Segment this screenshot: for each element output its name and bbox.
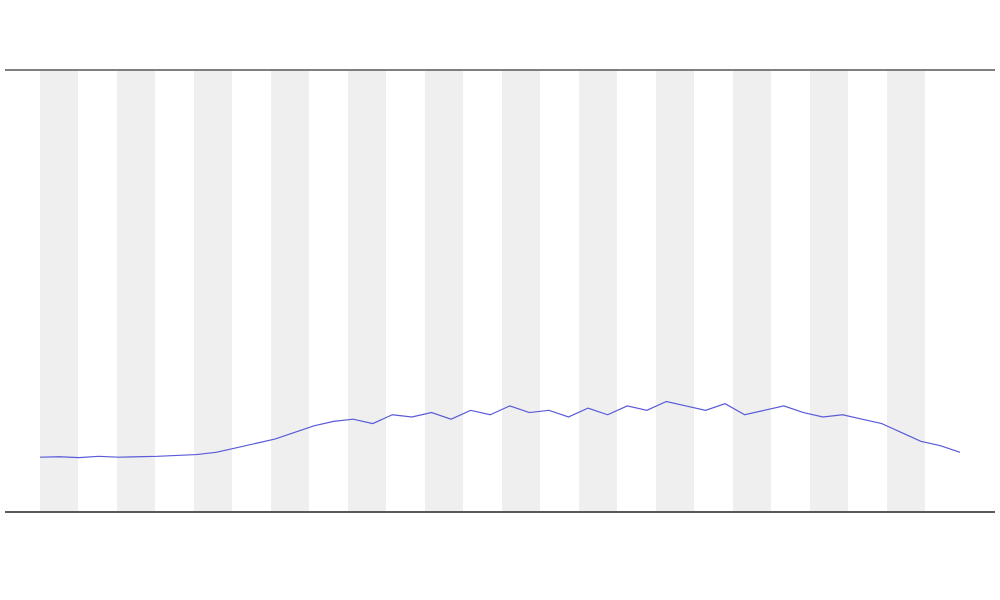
band — [656, 71, 694, 511]
band — [579, 71, 617, 511]
band — [348, 71, 386, 511]
background-bands — [40, 71, 925, 511]
band — [117, 71, 155, 511]
band — [502, 71, 540, 511]
band — [425, 71, 463, 511]
band — [40, 71, 78, 511]
band — [810, 71, 848, 511]
series-line — [39, 400, 961, 459]
band — [887, 71, 925, 511]
band — [194, 71, 232, 511]
band — [271, 71, 309, 511]
band — [733, 71, 771, 511]
